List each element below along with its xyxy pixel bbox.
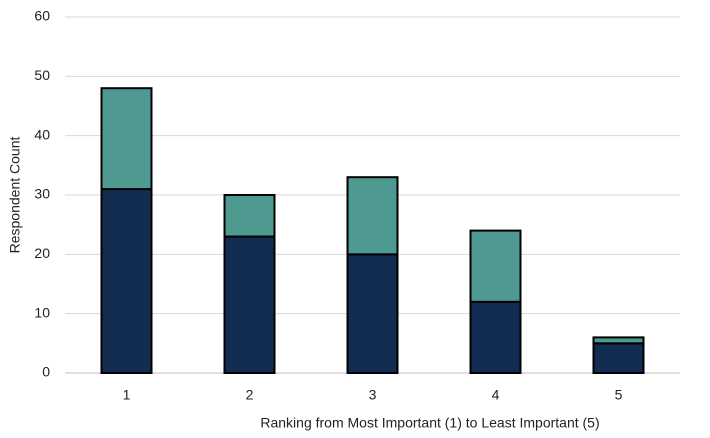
bar-segment [100, 87, 153, 191]
bar-segment [592, 336, 645, 345]
bar-segment [223, 235, 276, 374]
x-axis-label: Ranking from Most Important (1) to Least… [260, 415, 599, 431]
bar-segment [346, 176, 399, 256]
bar-segment [223, 194, 276, 238]
y-axis-label: Respondent Count [7, 137, 23, 254]
x-tick-label: 5 [615, 387, 623, 403]
bar-segment [346, 253, 399, 374]
x-tick-label: 1 [123, 387, 131, 403]
x-tick-label: 4 [492, 387, 500, 403]
bar-segment [100, 188, 153, 374]
y-tick-label: 60 [34, 8, 50, 24]
x-tick-label: 2 [246, 387, 254, 403]
bar-segment [469, 300, 522, 374]
y-tick-label: 10 [34, 304, 50, 320]
y-tick-label: 0 [42, 364, 50, 380]
y-tick-label: 40 [34, 126, 50, 142]
y-tick-label: 30 [34, 186, 50, 202]
bar-segment [592, 342, 645, 375]
bar-segment [469, 229, 522, 303]
y-tick-label: 50 [34, 67, 50, 83]
y-tick-label: 20 [34, 245, 50, 261]
x-tick-label: 3 [369, 387, 377, 403]
